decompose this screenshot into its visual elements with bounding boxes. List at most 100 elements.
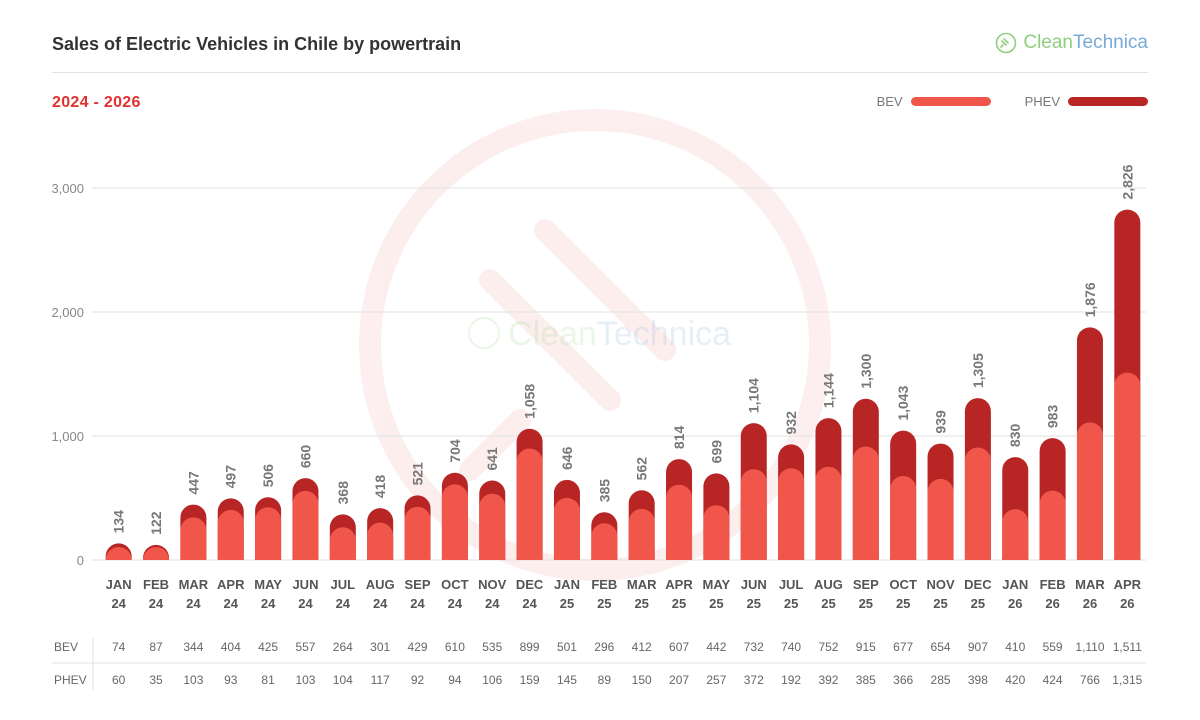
table-cell: 501	[557, 640, 577, 654]
table-cell: 104	[333, 673, 353, 687]
x-tick-month: APR	[1114, 577, 1142, 592]
x-tick-year: 25	[933, 596, 947, 611]
x-tick-month: SEP	[853, 577, 879, 592]
bar-bev	[143, 547, 170, 560]
total-label: 521	[410, 462, 426, 486]
table-cell: 145	[557, 673, 577, 687]
legend-item-phev: PHEV	[1025, 94, 1148, 109]
logo-clean-text: Clean	[1023, 32, 1073, 53]
table-cell: 915	[856, 640, 876, 654]
total-label: 2,826	[1119, 164, 1135, 199]
total-label: 418	[372, 475, 388, 499]
x-tick-year: 24	[186, 596, 201, 611]
bar-bev	[180, 517, 207, 560]
x-tick-month: APR	[217, 577, 245, 592]
table-cell: 907	[968, 640, 988, 654]
table-cell: 87	[149, 640, 163, 654]
header-divider	[52, 72, 1148, 73]
x-tick-year: 24	[373, 596, 388, 611]
bar-bev	[1114, 372, 1141, 560]
bar-bev	[591, 523, 618, 560]
bar-bev	[628, 508, 655, 560]
cleantechnica-logo: CleanTechnica	[995, 32, 1148, 54]
watermark-logo: CleanTechnica	[468, 315, 731, 353]
table-cell: 257	[706, 673, 726, 687]
legend-item-bev: BEV	[877, 94, 991, 109]
total-label: 932	[783, 411, 799, 435]
total-label: 447	[185, 471, 201, 495]
bar-bev	[852, 446, 879, 560]
table-cell: 296	[594, 640, 614, 654]
table-cell: 425	[258, 640, 278, 654]
bar-bev	[778, 468, 805, 560]
table-cell: 607	[669, 640, 689, 654]
total-label: 939	[933, 410, 949, 434]
x-tick-month: SEP	[405, 577, 431, 592]
total-labels: 134 122 447 497 506 660 368 418 521 704 641 1,058 64…	[111, 164, 1136, 535]
total-label: 122	[148, 511, 164, 535]
table-cell: 442	[706, 640, 726, 654]
total-label: 814	[671, 425, 687, 449]
legend-label-phev: PHEV	[1024, 94, 1060, 109]
bar-bev	[1039, 490, 1066, 560]
table-cell: 557	[295, 640, 315, 654]
x-tick-month: JUL	[331, 577, 356, 592]
table-cell: 117	[371, 673, 390, 687]
bar-bev	[404, 506, 431, 560]
total-label: 660	[297, 445, 313, 469]
chart-subtitle: 2024 - 2026	[52, 94, 141, 111]
bar-bev	[815, 466, 842, 560]
legend-swatch-bev	[910, 97, 991, 106]
x-tick-year: 25	[747, 596, 761, 611]
x-tick-year: 26	[1045, 596, 1059, 611]
table-cell: 429	[408, 640, 428, 654]
x-tick-year: 25	[597, 596, 611, 611]
x-tick-month: MAR	[1075, 577, 1105, 592]
total-label: 646	[559, 446, 575, 470]
x-tick-year: 25	[784, 596, 798, 611]
table-cell: 1,110	[1075, 640, 1104, 654]
chart-title: Sales of Electric Vehicles in Chile by p…	[52, 34, 462, 54]
table-cell: 732	[744, 640, 764, 654]
table-cell: 398	[968, 673, 988, 687]
x-tick-year: 24	[111, 596, 126, 611]
x-axis-labels: JAN 24 FEB 24 MAR 24 APR 24 MAY 24 JUN 24 JUL 24 AUG 24…	[106, 577, 1142, 611]
total-label: 368	[335, 481, 351, 505]
x-tick-year: 24	[448, 596, 463, 611]
y-tick-label: 2,000	[51, 305, 84, 320]
x-tick-year: 25	[634, 596, 648, 611]
table-cell: 192	[781, 673, 801, 687]
table-cell: 610	[445, 640, 465, 654]
y-tick-label: 3,000	[51, 181, 84, 196]
legend-label-bev: BEV	[876, 94, 903, 109]
bar-bev	[964, 447, 991, 560]
x-tick-month: FEB	[591, 577, 617, 592]
x-tick-year: 24	[410, 596, 425, 611]
table-cell: 424	[1043, 673, 1063, 687]
table-cell: 677	[893, 640, 913, 654]
x-tick-month: MAY	[703, 577, 731, 592]
x-tick-year: 26	[1008, 596, 1022, 611]
x-tick-month: MAY	[254, 577, 282, 592]
x-tick-year: 25	[896, 596, 910, 611]
bar-bev	[105, 547, 132, 560]
x-tick-month: OCT	[889, 577, 917, 592]
y-tick-label: 0	[77, 553, 84, 568]
x-tick-year: 25	[971, 596, 985, 611]
bar-bev	[740, 469, 767, 560]
x-tick-year: 25	[709, 596, 723, 611]
x-tick-year: 24	[336, 596, 351, 611]
x-tick-month: DEC	[964, 577, 992, 592]
x-tick-year: 24	[485, 596, 500, 611]
x-tick-month: JUN	[292, 577, 318, 592]
total-label: 497	[223, 465, 239, 489]
x-tick-month: MAR	[179, 577, 209, 592]
legend-swatch-phev	[1068, 97, 1148, 106]
table-cell: 92	[411, 673, 425, 687]
x-tick-month: APR	[665, 577, 693, 592]
bar-bev	[553, 497, 580, 560]
table-cell: 899	[520, 640, 540, 654]
table-cell: 766	[1080, 673, 1100, 687]
svg-text:CleanTechnica: CleanTechnica	[508, 315, 731, 353]
